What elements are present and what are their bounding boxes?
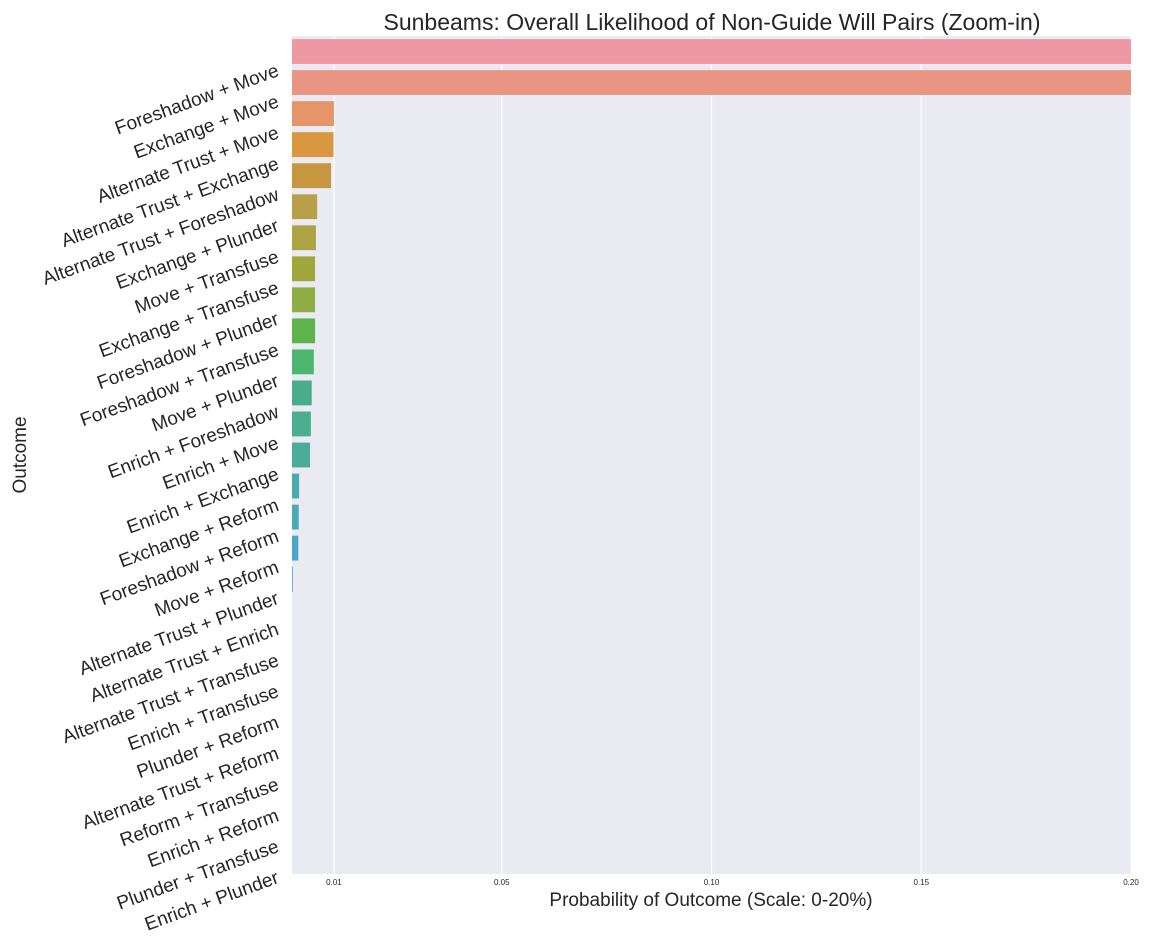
- bar: [292, 101, 334, 127]
- bar: [292, 163, 332, 189]
- x-tick-label: 0.15: [913, 878, 929, 887]
- bar: [292, 566, 293, 592]
- bar: [292, 318, 316, 344]
- x-tick-label: 0.01: [326, 878, 342, 887]
- bar: [292, 411, 311, 437]
- bar: [292, 504, 299, 530]
- bar: [292, 132, 334, 158]
- bar: [292, 194, 318, 220]
- x-tick-label: 0.20: [1123, 878, 1139, 887]
- chart-title: Sunbeams: Overall Likelihood of Non-Guid…: [383, 9, 1040, 35]
- bar: [292, 473, 300, 499]
- bar: [292, 70, 1131, 95]
- bar: [292, 535, 299, 561]
- bar: [292, 39, 1131, 64]
- x-tick-label: 0.05: [494, 878, 510, 887]
- x-tick-label: 0.10: [704, 878, 720, 887]
- grid-lines: [333, 36, 1132, 874]
- x-axis-label: Probability of Outcome (Scale: 0-20%): [549, 890, 872, 911]
- bar: [292, 287, 316, 313]
- bar: [292, 380, 312, 406]
- bars: [292, 39, 1131, 592]
- y-axis-label: Outcome: [10, 416, 31, 493]
- bar: [292, 442, 311, 468]
- bar: [292, 349, 314, 375]
- bar: [292, 256, 316, 282]
- bar: [292, 225, 316, 251]
- x-tick-labels: 0.01 0.05 0.10 0.15 0.20: [326, 878, 1139, 887]
